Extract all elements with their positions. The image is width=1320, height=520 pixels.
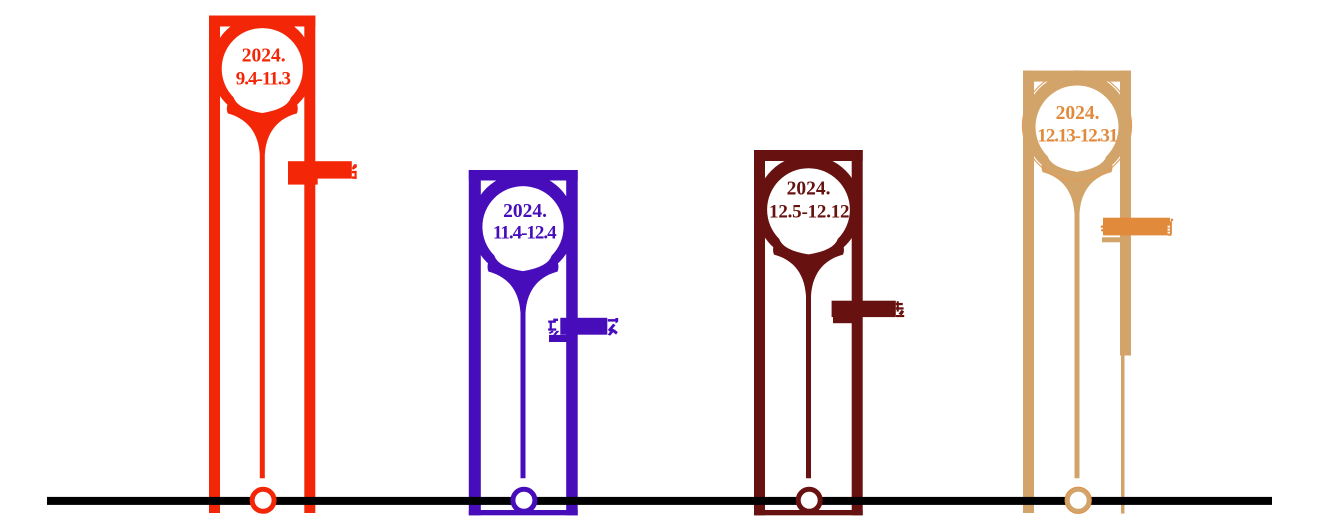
svg-text:2024.: 2024. — [503, 201, 547, 222]
svg-text:2024.: 2024. — [1056, 103, 1100, 124]
svg-text:2024.: 2024. — [787, 179, 831, 200]
svg-text:12.5-12.12: 12.5-12.12 — [769, 202, 849, 223]
svg-text:11.4-12.4: 11.4-12.4 — [493, 222, 557, 243]
svg-text:9.4-11.3: 9.4-11.3 — [236, 69, 291, 90]
svg-text:12.13-12.31: 12.13-12.31 — [1037, 126, 1117, 147]
svg-text:2024.: 2024. — [242, 45, 286, 66]
